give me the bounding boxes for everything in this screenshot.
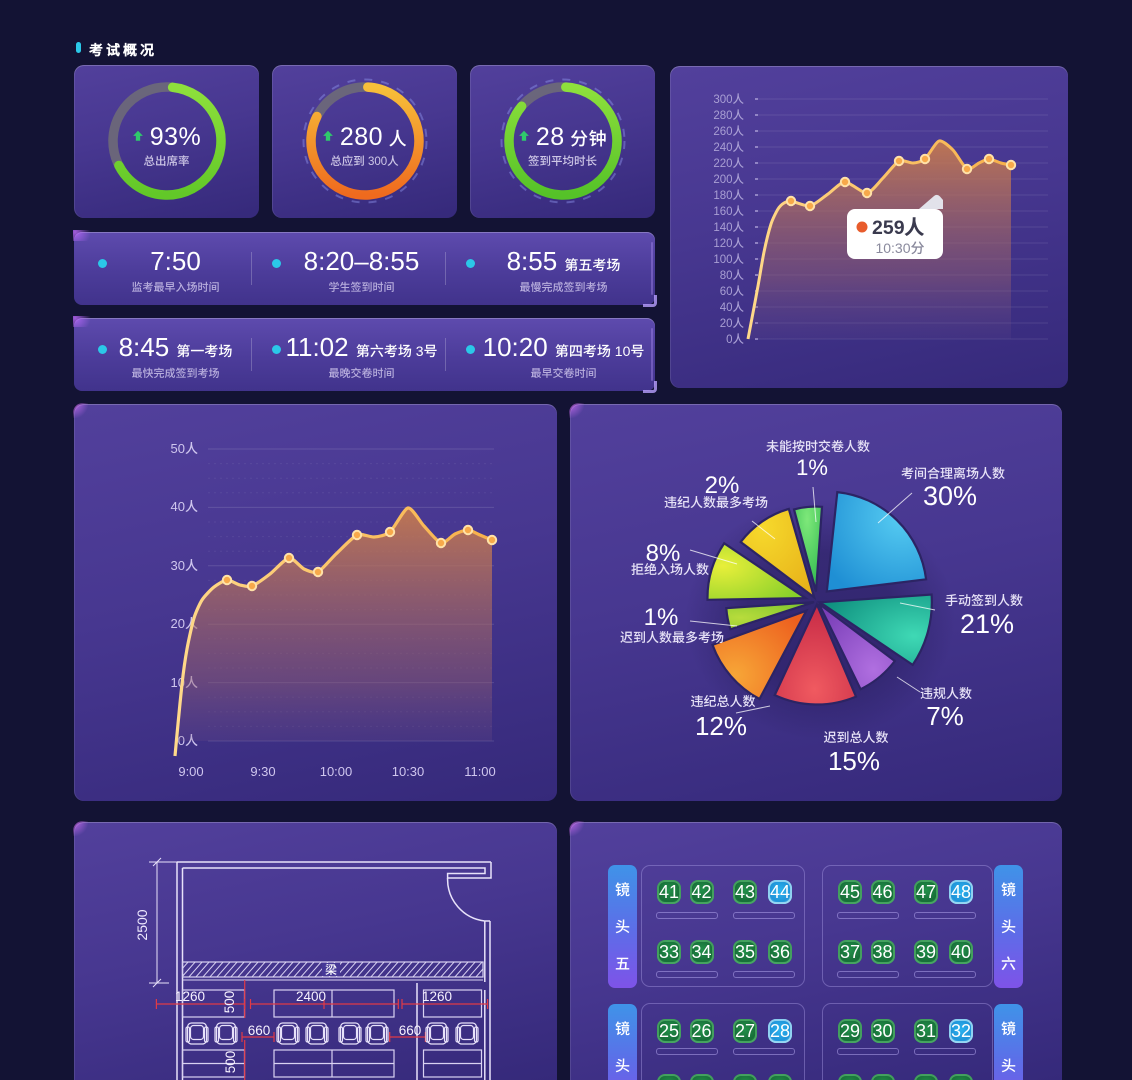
svg-text:660: 660 bbox=[399, 1023, 422, 1038]
svg-text:迟到总人数: 迟到总人数 bbox=[823, 730, 888, 745]
svg-text:10:30分: 10:30分 bbox=[875, 240, 924, 256]
svg-text:260人: 260人 bbox=[713, 125, 744, 138]
svg-text:违纪人数最多考场: 违纪人数最多考场 bbox=[664, 495, 768, 510]
svg-text:0人: 0人 bbox=[726, 333, 744, 346]
svg-text:100人: 100人 bbox=[713, 253, 744, 266]
svg-text:21%: 21% bbox=[960, 609, 1014, 639]
svg-text:180人: 180人 bbox=[713, 189, 744, 202]
svg-text:160人: 160人 bbox=[713, 205, 744, 218]
svg-text:500: 500 bbox=[222, 991, 237, 1014]
svg-text:梁: 梁 bbox=[325, 963, 337, 977]
svg-text:240人: 240人 bbox=[713, 141, 744, 154]
svg-text:500: 500 bbox=[223, 1051, 238, 1074]
svg-text:12%: 12% bbox=[695, 711, 747, 741]
svg-text:7%: 7% bbox=[926, 701, 964, 731]
svg-text:300人: 300人 bbox=[713, 93, 744, 106]
svg-text:1%: 1% bbox=[796, 455, 828, 480]
svg-text:15%: 15% bbox=[828, 746, 880, 776]
svg-text:手动签到人数: 手动签到人数 bbox=[945, 593, 1023, 608]
svg-text:2400: 2400 bbox=[296, 989, 326, 1004]
svg-text:259人: 259人 bbox=[872, 217, 925, 239]
svg-text:未能按时交卷人数: 未能按时交卷人数 bbox=[766, 439, 870, 454]
svg-text:660: 660 bbox=[248, 1023, 271, 1038]
svg-text:1%: 1% bbox=[644, 604, 679, 631]
svg-text:迟到人数最多考场: 迟到人数最多考场 bbox=[620, 630, 724, 645]
svg-text:20人: 20人 bbox=[720, 317, 745, 330]
svg-text:40人: 40人 bbox=[720, 301, 745, 314]
svg-text:50人: 50人 bbox=[171, 441, 198, 456]
svg-text:9:30: 9:30 bbox=[250, 764, 275, 779]
svg-text:11:00: 11:00 bbox=[464, 764, 496, 779]
svg-text:80人: 80人 bbox=[720, 269, 745, 282]
svg-text:违纪总人数: 违纪总人数 bbox=[690, 694, 755, 709]
svg-text:1260: 1260 bbox=[175, 989, 205, 1004]
svg-text:1260: 1260 bbox=[422, 989, 452, 1004]
svg-text:280人: 280人 bbox=[713, 109, 744, 122]
svg-text:200人: 200人 bbox=[713, 173, 744, 186]
svg-text:2500: 2500 bbox=[134, 909, 150, 940]
svg-text:2%: 2% bbox=[705, 472, 740, 499]
svg-text:120人: 120人 bbox=[713, 237, 744, 250]
svg-text:8%: 8% bbox=[646, 540, 681, 567]
svg-text:拒绝入场人数: 拒绝入场人数 bbox=[631, 562, 709, 577]
svg-text:220人: 220人 bbox=[713, 157, 744, 170]
svg-text:违规人数: 违规人数 bbox=[920, 686, 972, 701]
svg-text:140人: 140人 bbox=[713, 221, 744, 234]
svg-text:9:00: 9:00 bbox=[178, 764, 203, 779]
svg-text:考间合理离场人数: 考间合理离场人数 bbox=[901, 466, 1005, 481]
svg-text:40人: 40人 bbox=[171, 499, 198, 514]
svg-text:60人: 60人 bbox=[720, 285, 745, 298]
svg-text:30人: 30人 bbox=[171, 558, 198, 573]
svg-text:10:00: 10:00 bbox=[320, 764, 353, 779]
svg-text:10:30: 10:30 bbox=[392, 764, 425, 779]
svg-text:30%: 30% bbox=[923, 481, 977, 511]
